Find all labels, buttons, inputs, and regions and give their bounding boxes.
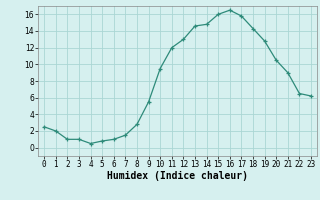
- X-axis label: Humidex (Indice chaleur): Humidex (Indice chaleur): [107, 171, 248, 181]
